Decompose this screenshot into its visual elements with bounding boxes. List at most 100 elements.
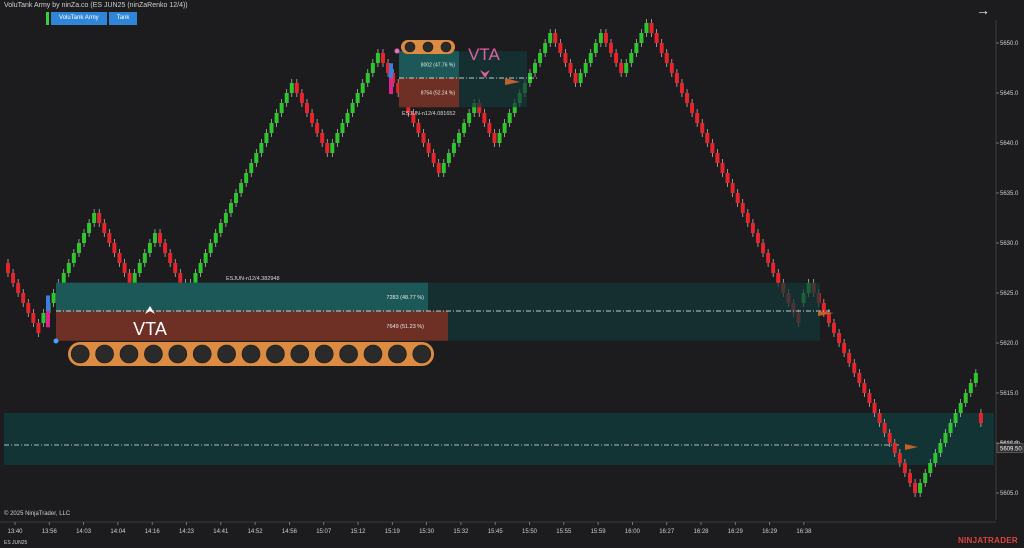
candle	[66, 263, 71, 273]
candle	[426, 143, 431, 153]
time-tick-label: 15:55	[556, 529, 572, 535]
candle	[208, 243, 213, 253]
candle	[122, 263, 127, 273]
candle	[472, 103, 477, 113]
candle	[6, 263, 10, 273]
candle	[234, 193, 239, 203]
candle	[745, 213, 750, 223]
candle	[685, 93, 690, 103]
price-tick-label: 5605.0	[1000, 491, 1019, 497]
candle	[593, 43, 598, 53]
candle	[340, 123, 345, 133]
candle	[279, 103, 284, 113]
candle	[857, 373, 862, 383]
tank-upper-label: 7283 (48.77 %)	[386, 295, 424, 301]
candle	[847, 353, 852, 363]
candle	[254, 153, 259, 163]
candle	[502, 123, 507, 133]
candle	[41, 313, 46, 323]
tab-volutank-army[interactable]: VoluTank Army	[51, 12, 107, 25]
candle	[634, 43, 639, 53]
candle	[178, 273, 183, 283]
tank-wheel	[290, 344, 310, 364]
tab-tank[interactable]: Tank	[108, 12, 138, 25]
tank-lower-bar	[399, 78, 459, 108]
candle	[345, 113, 350, 123]
time-tick-label: 14:03	[76, 529, 92, 535]
candle	[61, 273, 66, 283]
candle	[411, 113, 416, 123]
tank-wheel	[119, 344, 139, 364]
candle	[933, 453, 938, 463]
candle	[619, 63, 624, 73]
tab-stripe	[46, 12, 49, 25]
tank-wheel	[192, 344, 212, 364]
tank-side-bar-blue	[389, 63, 393, 78]
candle	[456, 133, 461, 143]
candle	[892, 443, 897, 453]
candle	[918, 483, 923, 493]
candle	[127, 273, 132, 283]
vta-label: VTA	[133, 319, 167, 339]
last-price-label: 5609.50	[1000, 447, 1022, 453]
candle	[614, 53, 619, 63]
candle	[36, 323, 41, 333]
tank-id-label: ESJUN-n12/4.382948	[226, 276, 280, 282]
candle	[558, 43, 563, 53]
candle	[603, 33, 608, 43]
candle	[897, 453, 902, 463]
price-tick-label: 5635.0	[1000, 191, 1019, 197]
candle	[923, 473, 928, 483]
candle	[264, 133, 269, 143]
candle	[325, 143, 330, 153]
candle	[953, 413, 958, 423]
candle	[370, 63, 375, 73]
support-zone	[4, 413, 994, 465]
instrument-label: ES JUN25	[4, 540, 28, 546]
time-tick-label: 14:41	[213, 529, 229, 535]
candle	[335, 133, 340, 143]
candle	[239, 183, 244, 193]
candle	[867, 393, 872, 403]
candle	[158, 233, 163, 243]
candle	[82, 233, 87, 243]
candle	[826, 313, 831, 323]
tank-wheel	[314, 344, 334, 364]
time-tick-label: 15:07	[316, 529, 332, 535]
tank-wheel	[412, 344, 432, 364]
candle	[831, 323, 836, 333]
arrow-right-icon[interactable]: →	[976, 2, 990, 18]
candle	[198, 263, 203, 273]
candle	[355, 93, 360, 103]
tank-id-label: ESJUN-n12/4.081652	[402, 111, 456, 117]
candle	[117, 253, 122, 263]
candle	[766, 253, 771, 263]
candle	[31, 313, 36, 323]
time-tick-label: 16:00	[625, 529, 641, 535]
candle	[852, 363, 857, 373]
time-tick-label: 14:04	[110, 529, 126, 535]
candle	[837, 333, 842, 343]
tank-lower-bar	[56, 311, 448, 341]
price-tick-label: 5625.0	[1000, 291, 1019, 297]
candle	[477, 103, 482, 113]
candle	[132, 273, 137, 283]
candle	[163, 243, 168, 253]
time-tick-label: 13:56	[42, 529, 58, 535]
candle	[968, 383, 973, 393]
tank-wheel	[168, 344, 188, 364]
candle	[553, 33, 558, 43]
price-marker-arrow	[905, 444, 918, 450]
time-tick-label: 15:12	[350, 529, 366, 535]
price-tick-label: 5630.0	[1000, 241, 1019, 247]
candle	[289, 83, 294, 93]
time-tick-label: 16:29	[762, 529, 778, 535]
tank-upper-bar	[399, 51, 459, 78]
time-tick-label: 14:16	[145, 529, 161, 535]
candle	[735, 193, 740, 203]
candle	[320, 133, 325, 143]
candle	[563, 53, 568, 63]
candle	[173, 263, 178, 273]
time-tick-label: 14:56	[282, 529, 298, 535]
